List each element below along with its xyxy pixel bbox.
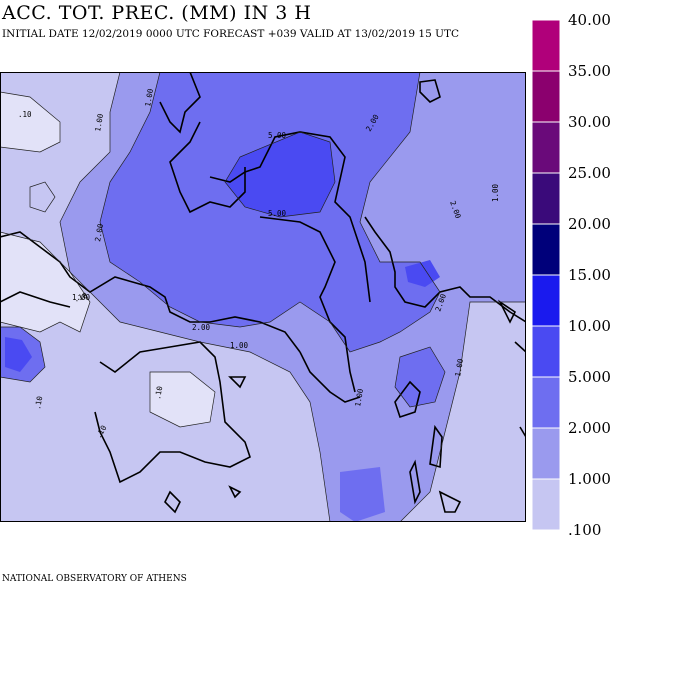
contour-label: .10 (18, 110, 32, 119)
precip-band-5 (395, 347, 445, 407)
legend-label: 40.00 (568, 11, 611, 29)
contour-label-group: 1.00 1.00 1.00 1.00 2.00 2.00 2.00 2.00 … (18, 88, 500, 440)
footer-credit: NATIONAL OBSERVATORY OF ATHENS (2, 574, 187, 584)
legend-swatch (532, 274, 560, 327)
legend-swatch (532, 121, 560, 174)
contour-label: 5.00 (268, 131, 287, 140)
legend-swatch (532, 376, 560, 429)
precip-band-5 (340, 467, 385, 522)
contour-label: 1.00 (353, 388, 365, 408)
legend-label: 15.00 (568, 266, 611, 284)
contour-lines (0, 72, 526, 522)
legend-swatch (532, 223, 560, 276)
legend-label: 10.00 (568, 317, 611, 335)
legend-label: 20.00 (568, 215, 611, 233)
precip-band-10 (405, 260, 440, 287)
contour-label: 1.00 (93, 113, 105, 133)
coastlines (0, 72, 526, 514)
map-frame (0, 72, 526, 522)
legend-label: 30.00 (568, 113, 611, 131)
legend-swatch (532, 325, 560, 378)
legend-swatch (532, 427, 560, 480)
legend-label: 5.000 (568, 368, 611, 386)
precip-band-10 (225, 132, 335, 217)
legend-label: 25.00 (568, 164, 611, 182)
contour-label: 1.00 (491, 183, 500, 202)
contour-label: 2.00 (93, 223, 105, 243)
contour-label: 1.00 (72, 293, 91, 302)
contour-label: 5.00 (268, 209, 287, 218)
precip-band-5 (5, 337, 32, 372)
legend-label: 2.000 (568, 419, 611, 437)
legend-swatch (532, 20, 560, 72)
legend-swatch (532, 478, 560, 530)
legend-label: .100 (568, 521, 602, 539)
precip-band-0-1 (0, 92, 60, 152)
contour-label: 1.00 (230, 341, 249, 350)
contour-label: 1.00 (453, 358, 465, 378)
legend-swatch (532, 70, 560, 123)
legend-label: 35.00 (568, 62, 611, 80)
legend-colorbar (532, 20, 560, 530)
page-title: ACC. TOT. PREC. (MM) IN 3 H (2, 2, 312, 24)
precip-band-0-1 (150, 372, 215, 427)
contour-label: 1.00 (143, 88, 155, 108)
contour-label: .10 (33, 395, 44, 410)
contour-label: 2.00 (192, 323, 211, 332)
legend-label: 1.000 (568, 470, 611, 488)
precipitation-map: 1.00 1.00 1.00 1.00 2.00 2.00 2.00 2.00 … (0, 72, 526, 522)
legend-swatch (532, 172, 560, 225)
contour-label: .10 (153, 385, 164, 400)
forecast-info: INITIAL DATE 12/02/2019 0000 UTC FORECAS… (2, 28, 460, 40)
